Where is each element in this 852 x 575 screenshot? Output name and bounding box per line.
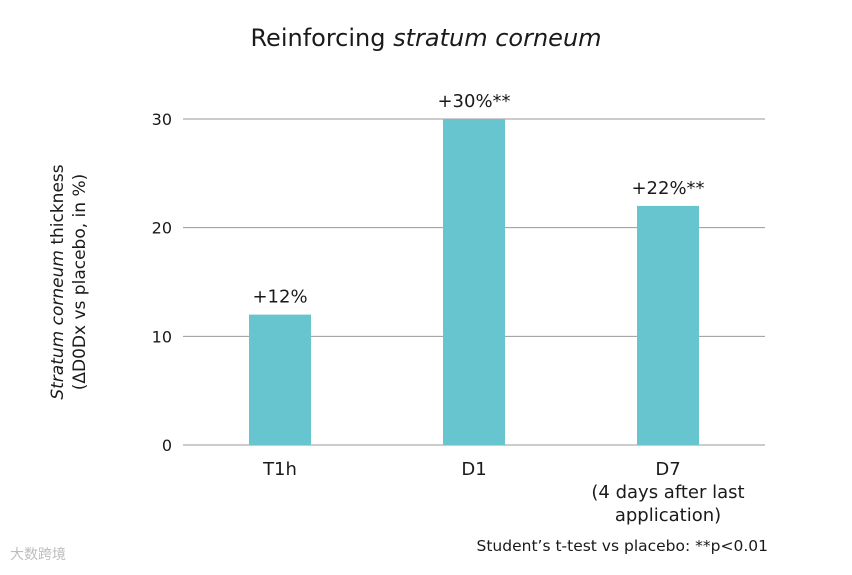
bar [443,119,505,445]
chart-title-plain: Reinforcing [250,24,394,52]
y-tick-label: 10 [152,327,172,346]
x-tick-label: D1 [461,459,486,480]
chart-title: Reinforcing stratum corneum [0,24,852,52]
data-label: +22%** [631,178,704,199]
data-label: +30%** [437,91,510,112]
x-tick-label: (4 days after last [591,482,744,503]
significance-note: Student’s t-test vs placebo: **p<0.01 [476,537,769,555]
y-tick-label: 0 [162,436,172,455]
y-tick-label: 30 [152,110,172,129]
x-tick-label: D7 [655,459,680,480]
data-label: +12% [252,287,307,308]
watermark: 大数跨境 [10,547,66,563]
bar [249,314,311,445]
x-tick-label: application) [615,505,721,526]
bar [637,205,699,445]
y-tick-label: 20 [152,219,172,238]
x-tick-label: T1h [262,459,297,480]
chart-title-italic: stratum corneum [393,24,602,52]
